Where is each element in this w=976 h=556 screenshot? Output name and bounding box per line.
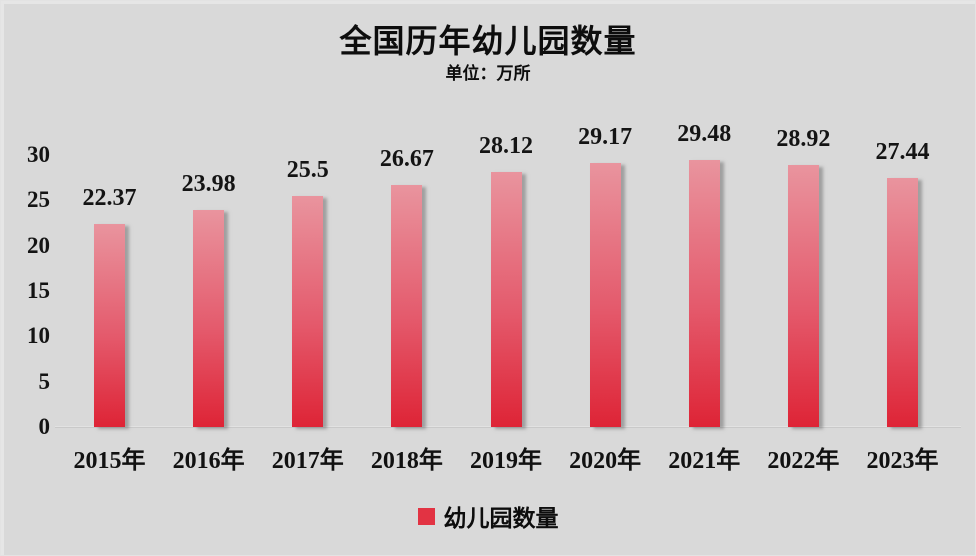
- bar-value-label: 28.12: [479, 133, 533, 159]
- y-tick-label: 20: [27, 232, 50, 258]
- bar: [689, 160, 720, 427]
- legend: 幼儿园数量: [0, 499, 976, 533]
- bar: [788, 165, 819, 427]
- y-tick-label: 25: [27, 187, 50, 213]
- x-tick-label: 2019年: [470, 448, 542, 474]
- x-tick-label: 2018年: [370, 448, 443, 474]
- x-tick-label: 2022年: [767, 448, 840, 474]
- x-axis-line: [55, 426, 961, 428]
- bar-value-label: 29.48: [677, 121, 732, 147]
- y-tick-label: 30: [27, 142, 50, 168]
- y-tick-label: 15: [27, 278, 50, 304]
- x-tick-label: 2015年: [73, 448, 146, 474]
- legend-label: 幼儿园数量: [443, 505, 559, 531]
- bar: [193, 210, 224, 427]
- x-tick-label: 2020年: [569, 448, 642, 474]
- bar-value-label: 26.67: [379, 146, 434, 172]
- bar: [292, 196, 323, 427]
- bar-value-label: 29.17: [578, 124, 633, 150]
- bar-value-label: 27.44: [875, 139, 930, 165]
- x-tick-label: 2021年: [668, 448, 741, 474]
- bar: [94, 224, 125, 427]
- x-tick-label: 2016年: [172, 448, 245, 474]
- bar-value-label: 25.5: [286, 157, 329, 183]
- bar: [887, 178, 918, 427]
- bar-value-label: 23.98: [181, 171, 236, 197]
- x-tick-label: 2023年: [866, 448, 939, 474]
- y-tick-label: 5: [38, 368, 51, 394]
- y-tick-label: 0: [38, 414, 51, 440]
- bar-value-label: 22.37: [82, 185, 137, 211]
- chart-title: 全国历年幼儿园数量: [339, 23, 637, 59]
- x-tick-label: 2017年: [271, 448, 344, 474]
- y-tick-label: 10: [27, 323, 50, 349]
- bar: [391, 185, 422, 427]
- chart-subtitle: 单位：万所: [445, 64, 531, 83]
- legend-marker-icon: [417, 507, 435, 525]
- bar: [590, 163, 621, 427]
- bar: [491, 172, 522, 427]
- bar-value-label: 28.92: [776, 126, 831, 152]
